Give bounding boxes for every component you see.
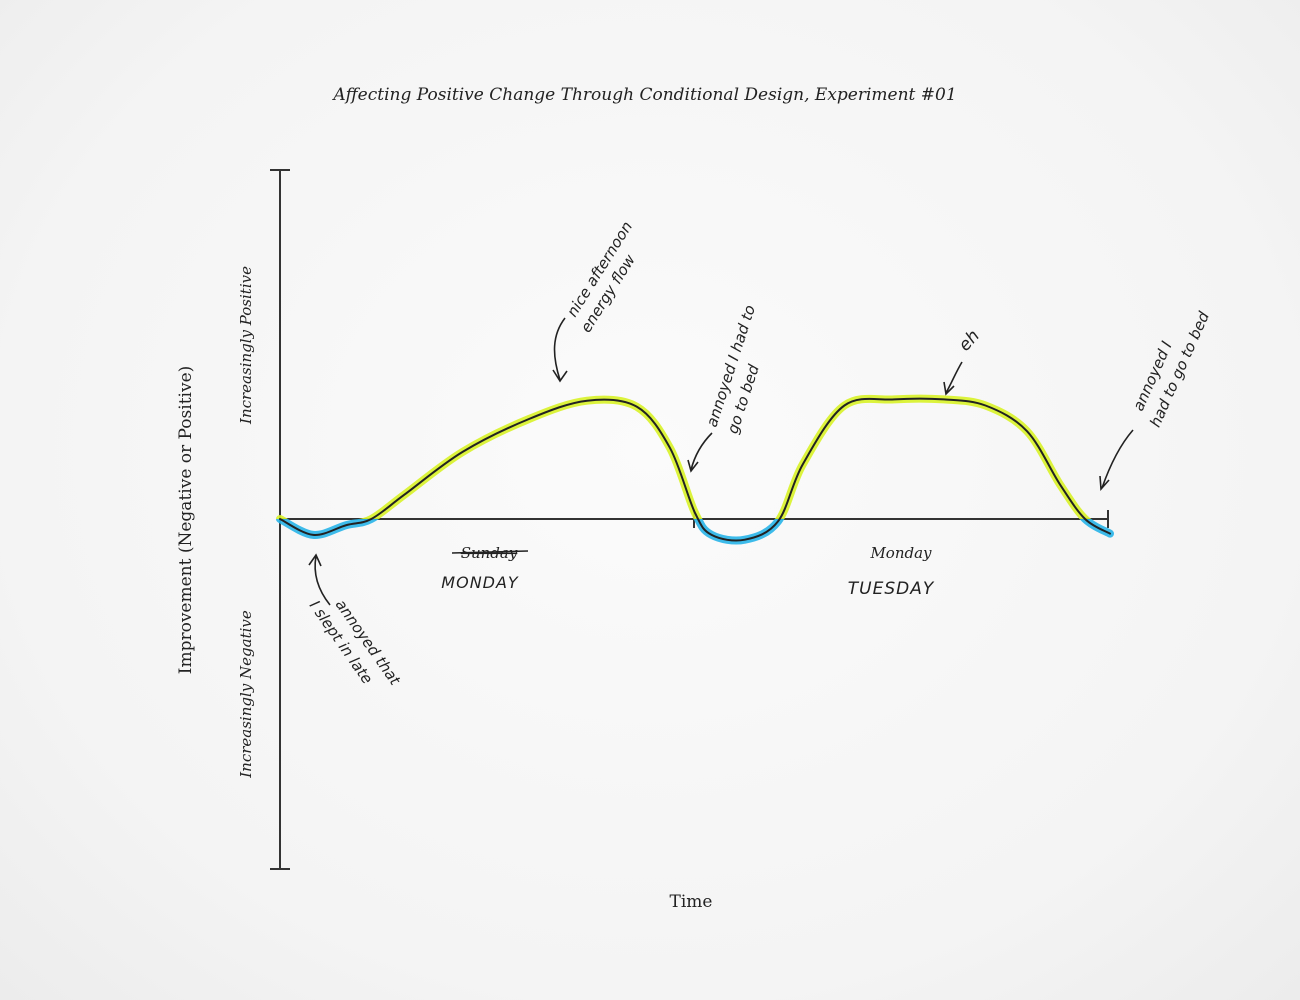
chart-title: Affecting Positive Change Through Condit… xyxy=(331,85,956,105)
annotation-annoyed-bed-2: annoyed I had to go to bed xyxy=(1129,308,1213,429)
annotation-slept-late: annoyed that I slept in late xyxy=(306,596,405,689)
annotation-eh: eh xyxy=(955,326,984,355)
annotation-nice-afternoon: nice afternoon energy flow xyxy=(563,218,639,336)
day-label-1-strike xyxy=(451,550,529,554)
annotation-slept-late-arrow xyxy=(308,553,331,606)
day-label-handwritten-1: MONDAY xyxy=(441,573,519,592)
annotation-eh-text: eh xyxy=(955,326,984,355)
annotation-annoyed-bed-1-arrow xyxy=(687,432,713,473)
annotation-annoyed-bed-2-arrow xyxy=(1099,429,1134,491)
y-axis-bottom-label: Increasingly Negative xyxy=(237,610,255,779)
series-line xyxy=(279,397,1111,542)
annotation-nice-afternoon-arrow xyxy=(552,317,568,383)
y-axis-top-label: Increasingly Positive xyxy=(237,266,255,425)
y-axis-label: Improvement (Negative or Positive) xyxy=(176,366,196,675)
line-layer xyxy=(279,397,1111,542)
annotation-eh-arrow xyxy=(943,361,963,396)
day-label-handwritten-2: TUESDAY xyxy=(848,579,935,599)
annotation-annoyed-bed-1: annoyed I had to go to bed xyxy=(703,303,763,436)
day-label-printed-2: Monday xyxy=(869,544,932,562)
day-label-printed-1: Sunday xyxy=(461,544,518,562)
axes xyxy=(270,169,1109,870)
x-axis-label: Time xyxy=(670,892,713,912)
